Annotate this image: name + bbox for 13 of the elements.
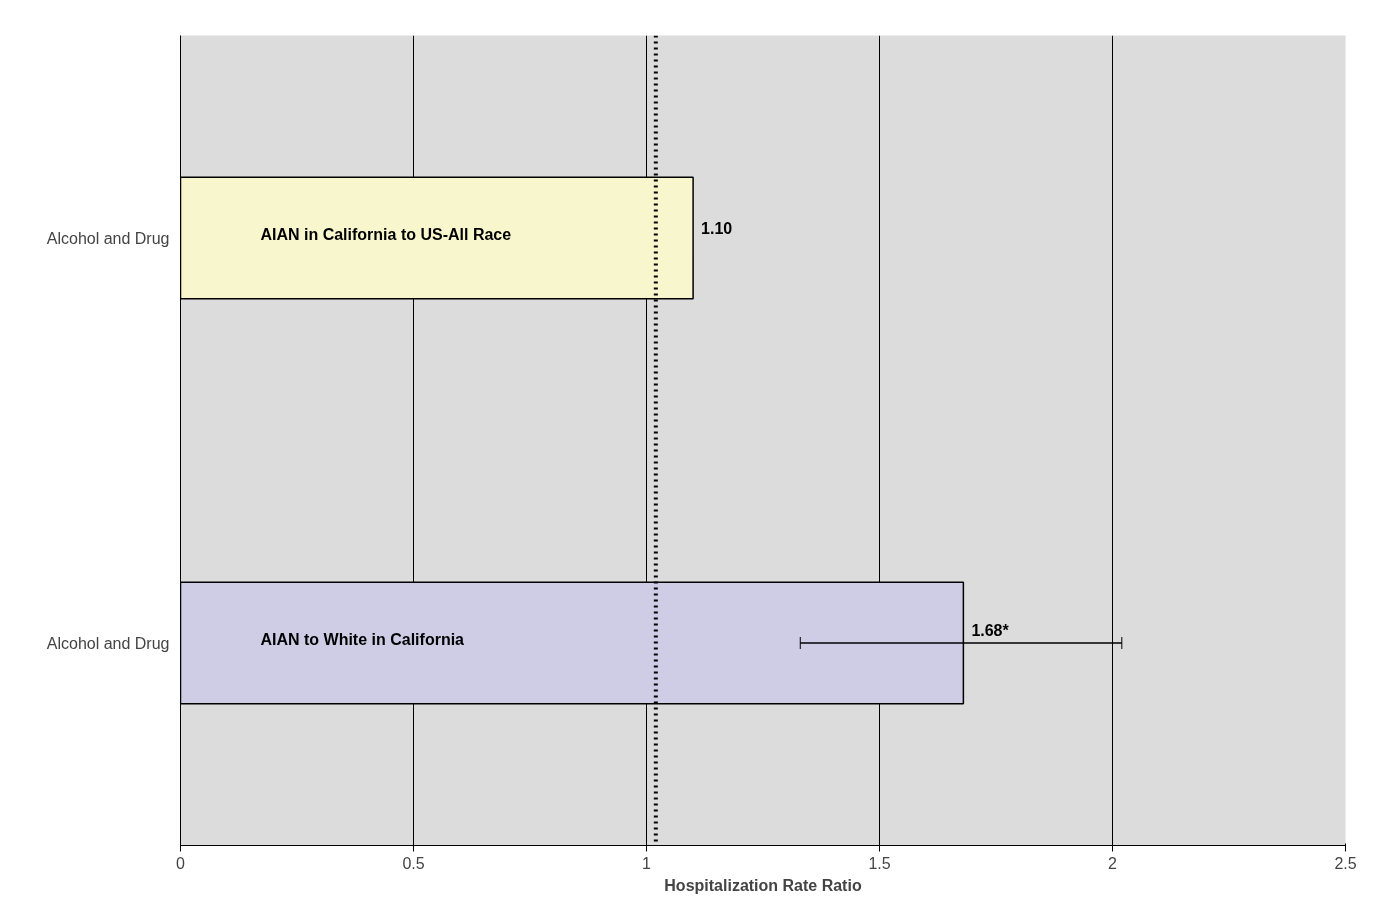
x-tick-label: 1.5 xyxy=(868,854,891,872)
x-tick-label: 2.5 xyxy=(1334,854,1357,872)
annotation: AIAN in California to US-All Race xyxy=(260,225,512,243)
x-tick-label: 0 xyxy=(176,854,186,872)
data-label: 1.10 xyxy=(701,220,733,237)
data-label: 1.68* xyxy=(971,622,1010,639)
x-axis-title: Hospitalization Rate Ratio xyxy=(664,876,862,894)
x-tick-label: 0.5 xyxy=(402,854,425,872)
x-tick-label: 1 xyxy=(642,854,652,872)
x-tick-label: 2 xyxy=(1108,854,1118,872)
y-tick-label: Alcohol and Drug xyxy=(46,229,170,247)
annotation: AIAN to White in California xyxy=(260,630,465,648)
y-tick-label: Alcohol and Drug xyxy=(46,634,170,652)
